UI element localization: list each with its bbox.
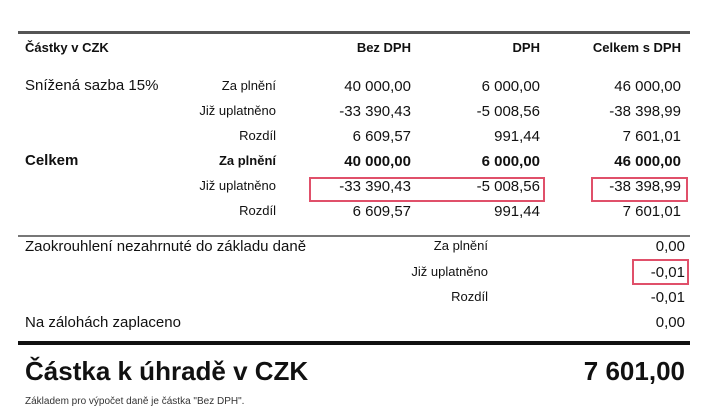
header-title: Částky v CZK [25,40,109,55]
row-label: Za plnění [218,153,276,168]
rounding-row-label: Za plnění [433,238,488,253]
rounding-row-label: Již uplatněno [411,263,488,279]
highlight-box-base-vat [309,177,545,202]
row-label: Za plnění [221,78,276,93]
row-label: Již uplatněno [199,103,276,118]
cell-value: -5 008,56 [476,103,540,120]
column-header-celkem: Celkem s DPH [592,40,681,55]
cell-value: 7 601,01 [622,203,681,220]
section-label: Celkem [25,152,79,169]
cell-value: 6 609,57 [352,128,411,145]
cell-value: 46 000,00 [614,153,681,170]
cell-value: 6 609,57 [352,203,411,220]
cell-value: 40 000,00 [344,78,411,95]
cell-value: -33 390,43 [339,178,411,195]
column-header-dph: DPH [512,40,540,55]
cell-value: 991,44 [494,203,540,220]
rounding-row-value: -0,01 [650,263,685,281]
cell-value: -33 390,43 [339,103,411,120]
column-header-bez-dph: Bez DPH [356,40,411,55]
section-label: Snížená sazba 15% [25,77,159,94]
cell-value: 40 000,00 [344,153,411,170]
row-label: Rozdíl [239,203,276,218]
advances-value: 0,00 [655,314,685,331]
footnote: Základem pro výpočet daně je částka "Bez… [25,396,245,407]
cell-value: 7 601,01 [622,128,681,145]
row-label: Již uplatněno [199,178,276,193]
rounding-row-value: -0,01 [650,289,685,306]
highlight-box-rounding [632,259,689,285]
row-label: Rozdíl [239,128,276,143]
cell-value: 6 000,00 [481,153,540,170]
cell-value: 6 000,00 [481,78,540,95]
cell-value: -38 398,99 [609,103,681,120]
separator [18,235,690,237]
advances-label: Na zálohách zaplaceno [25,314,181,331]
rounding-row-label: Rozdíl [451,289,488,304]
cell-value: -38 398,99 [609,178,681,195]
total-label: Částka k úhradě v CZK [25,356,309,386]
cell-value: 46 000,00 [614,78,681,95]
cell-value: -5 008,56 [476,178,540,195]
rounding-row-value: 0,00 [655,238,685,255]
rounding-label: Zaokrouhlení nezahrnuté do základu daně [25,238,307,255]
top-rule [18,31,690,34]
highlight-box-total [591,177,688,202]
thick-rule [18,341,690,345]
cell-value: 991,44 [494,128,540,145]
total-value: 7 601,00 [583,356,685,386]
